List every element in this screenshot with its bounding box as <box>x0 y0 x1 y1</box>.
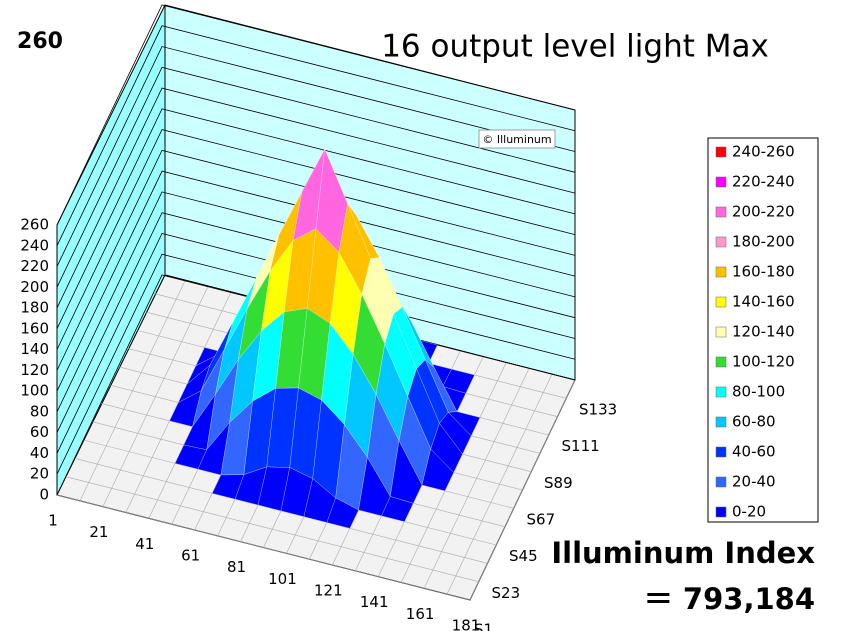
legend-label: 80-100 <box>732 383 785 401</box>
legend: 240-260 220-240 200-220 180-200 160-180 140-1… <box>715 143 795 521</box>
legend-swatch <box>715 356 727 368</box>
grid-line <box>56 191 576 413</box>
grid-line <box>56 232 576 454</box>
y-tick-label: S89 <box>544 474 573 492</box>
surface-cell <box>421 448 454 492</box>
legend-label: 200-220 <box>732 203 795 221</box>
z-tick-label: 140 <box>20 340 49 358</box>
legend-swatch <box>715 416 727 428</box>
legend-swatch <box>715 476 727 488</box>
legend-swatch <box>715 266 727 278</box>
z-tick-label: 120 <box>20 361 49 379</box>
legend-swatch <box>715 446 727 458</box>
x-tick-label: 101 <box>268 570 297 588</box>
z-tick-label: 180 <box>20 299 49 317</box>
legend-swatch <box>715 296 727 308</box>
legend-swatch <box>715 326 727 338</box>
floor-mesh <box>56 494 471 601</box>
chart-title: 16 output level light Max <box>381 29 769 65</box>
grid-line <box>56 108 576 330</box>
labels: 0204060801001201401601802002202402601214… <box>20 216 617 631</box>
grid-line <box>56 170 576 392</box>
x-tick-label: 81 <box>227 558 246 576</box>
y-tick-label: S133 <box>579 401 617 419</box>
legend-label: 120-140 <box>732 323 795 341</box>
z-tick-label: 220 <box>20 257 49 275</box>
legend-label: 140-160 <box>732 293 795 311</box>
legend-label: 220-240 <box>732 173 795 191</box>
z-tick-label: 240 <box>20 236 49 254</box>
z-tick-label: 200 <box>20 278 49 296</box>
grid-line <box>56 149 576 371</box>
grid-line <box>56 46 576 267</box>
watermark: © Illuminum <box>482 133 551 146</box>
y-tick-label: S45 <box>509 547 538 565</box>
y-tick-label: S1 <box>474 621 493 631</box>
legend-label: 40-60 <box>732 443 776 461</box>
x-tick-label: 181 <box>452 617 481 631</box>
x-tick-label: 121 <box>314 582 343 600</box>
surface-cell <box>326 497 359 529</box>
floor-mesh <box>65 476 479 582</box>
z-tick-label: 20 <box>30 465 49 483</box>
legend-label: 0-20 <box>732 503 766 521</box>
z-tick-label: 160 <box>20 319 49 337</box>
grid-line <box>56 253 576 475</box>
legend-label: 100-120 <box>732 353 795 371</box>
grid-line <box>56 212 576 433</box>
grid-line <box>56 25 576 246</box>
legend-label: 180-200 <box>732 233 795 251</box>
corner-label: 260 <box>17 29 63 54</box>
x-tick-label: 61 <box>181 547 200 565</box>
y-tick-label: S23 <box>492 584 521 602</box>
legend-swatch <box>715 176 727 188</box>
y-tick-label: S67 <box>527 511 556 529</box>
surface-cell <box>381 496 414 522</box>
legend-label: 160-180 <box>732 263 795 281</box>
grid-line <box>56 87 576 309</box>
z-tick-label: 60 <box>30 423 49 441</box>
surface <box>169 148 481 529</box>
grid-line <box>56 66 576 288</box>
legend-label: 240-260 <box>732 143 795 161</box>
x-tick-label: 161 <box>406 605 435 623</box>
legend-swatch <box>715 506 727 518</box>
x-tick-label: 21 <box>89 523 108 541</box>
legend-swatch <box>715 386 727 398</box>
grid-line <box>56 4 576 226</box>
grid-line <box>56 129 576 350</box>
z-tick-label: 80 <box>30 402 49 420</box>
legend-label: 20-40 <box>732 473 776 491</box>
legend-swatch <box>715 146 727 158</box>
z-tick-label: 260 <box>20 216 49 234</box>
x-tick-label: 141 <box>360 593 389 611</box>
z-tick-label: 100 <box>20 382 49 400</box>
z-tick-label: 40 <box>30 444 49 462</box>
index-label: Illuminum Index <box>551 536 815 570</box>
index-value: ＝ 793,184 <box>644 582 815 616</box>
legend-swatch <box>715 206 727 218</box>
watermark-box <box>478 129 556 149</box>
y-tick-label: S111 <box>562 437 600 455</box>
legend-swatch <box>715 236 727 248</box>
legend-label: 60-80 <box>732 413 776 431</box>
legend-box <box>707 137 819 523</box>
x-tick-label: 1 <box>48 512 58 530</box>
x-tick-label: 41 <box>135 535 154 553</box>
z-tick-label: 0 <box>39 486 49 504</box>
